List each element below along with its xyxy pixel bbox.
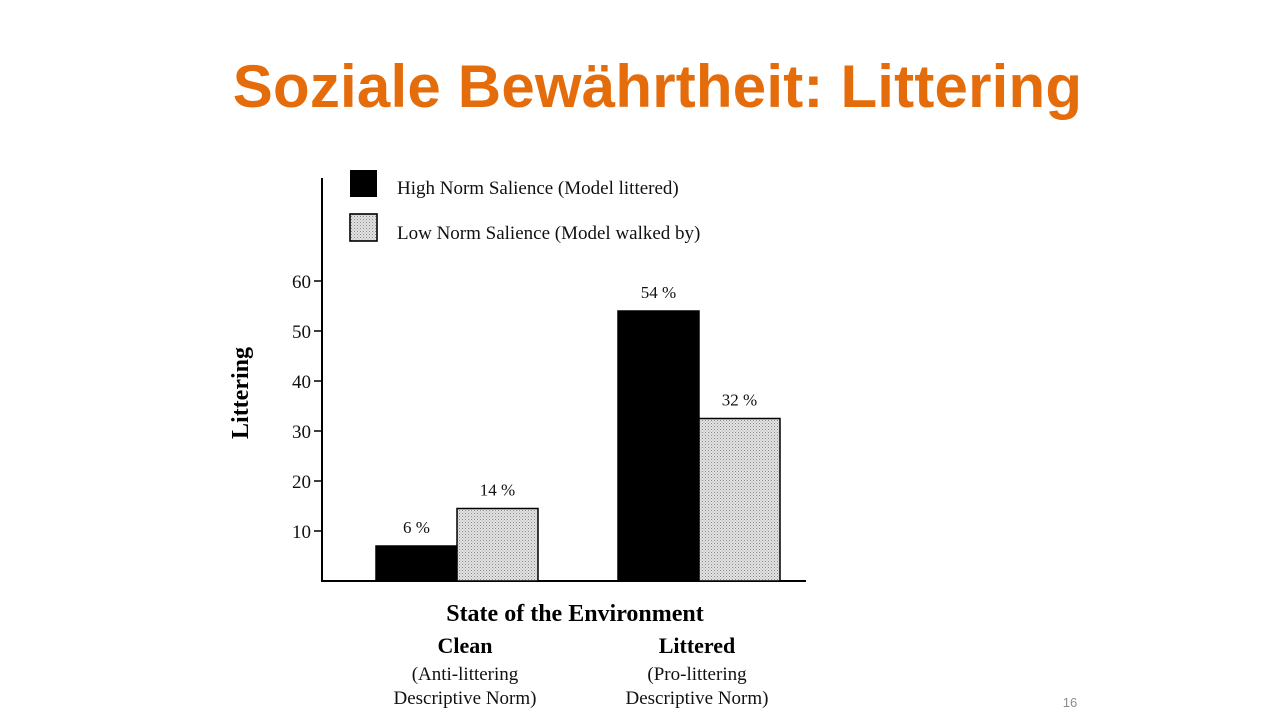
bar-clean-series-1 xyxy=(375,545,458,582)
data-label-clean-series-1: 6 % xyxy=(403,518,430,537)
data-label-littered-series-2: 32 % xyxy=(722,391,757,410)
y-tick-label-30: 30 xyxy=(292,422,311,443)
bar-littered-series-2 xyxy=(698,417,781,582)
x-axis-label: State of the Environment xyxy=(446,601,704,627)
y-tick-label-60: 60 xyxy=(292,272,311,293)
legend-swatch-low-norm xyxy=(349,213,378,242)
legend-label-high-norm: High Norm Salience (Model littered) xyxy=(397,178,679,199)
bar-littered-series-1 xyxy=(617,310,700,582)
page-number: 16 xyxy=(1062,695,1078,710)
y-tick-label-50: 50 xyxy=(292,322,311,343)
category-label-littered: Littered xyxy=(659,633,736,658)
slide-title: Soziale Bewährtheit: Littering xyxy=(232,53,1083,120)
category-label-clean: Clean xyxy=(438,633,493,658)
legend-swatch-high-norm xyxy=(350,170,377,197)
category-sublabel-clean-1: (Anti-littering xyxy=(412,664,519,685)
bar-clean-series-2 xyxy=(456,507,539,582)
data-label-clean-series-2: 14 % xyxy=(480,481,515,500)
y-axis-label: Littering xyxy=(228,347,254,439)
y-tick-label-20: 20 xyxy=(292,472,311,493)
y-tick-label-40: 40 xyxy=(292,372,311,393)
category-sublabel-clean-2: Descriptive Norm) xyxy=(394,688,537,709)
legend-label-low-norm: Low Norm Salience (Model walked by) xyxy=(397,223,700,244)
data-label-littered-series-1: 54 % xyxy=(641,283,676,302)
category-sublabel-littered-1: (Pro-littering xyxy=(647,664,747,685)
y-tick-label-10: 10 xyxy=(292,522,311,543)
category-sublabel-littered-2: Descriptive Norm) xyxy=(626,688,769,709)
